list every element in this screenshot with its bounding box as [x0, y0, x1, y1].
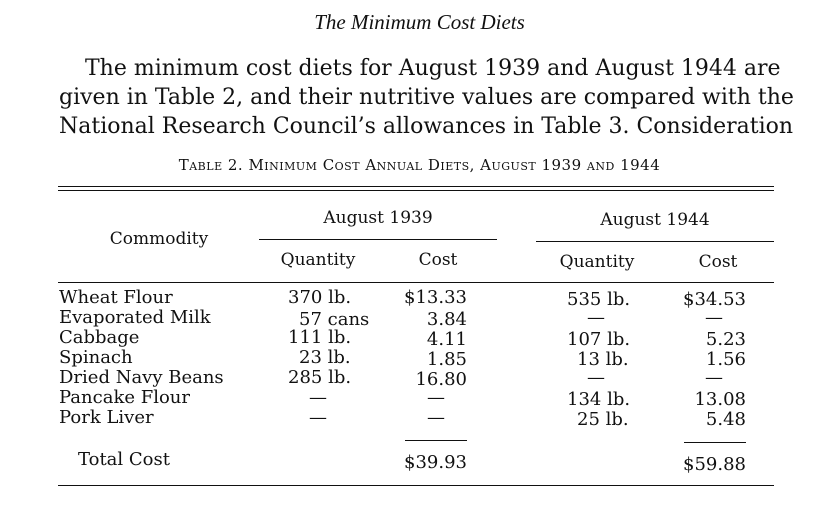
quantity-1939-cell: 285 lb.: [288, 367, 352, 388]
quantity-1944-cell: 107 lb.: [567, 329, 631, 350]
section-heading: The Minimum Cost Diets: [314, 10, 525, 34]
quantity-1939-cell: 370 lb.: [288, 287, 352, 308]
commodity-cell: Dried Navy Beans: [59, 367, 224, 388]
quantity-1944-cell: —: [587, 367, 605, 388]
header-rule: [58, 282, 774, 283]
table-top-rule-1: [58, 186, 774, 187]
table-caption: Table 2. Minimum Cost Annual Diets, Augu…: [178, 156, 661, 174]
cost-1939-cell: —: [427, 387, 445, 408]
cost-1939-cell: $13.33: [404, 287, 467, 308]
group-header-1939: August 1939: [323, 208, 433, 228]
paragraph-line-3: National Research Council’s allowances i…: [59, 114, 794, 139]
total-cost-1944: $59.88: [683, 454, 746, 475]
quantity-header-1939: Quantity: [280, 250, 356, 270]
quantity-1944-cell: 134 lb.: [567, 389, 631, 410]
total-cost-1939: $39.93: [404, 452, 467, 473]
cost-1944-cell: 1.56: [705, 349, 746, 370]
commodity-cell: Wheat Flour: [59, 287, 173, 308]
quantity-1939-cell: 23 lb.: [299, 347, 351, 368]
cost-1944-cell: —: [705, 307, 723, 328]
cost-header-1944: Cost: [698, 252, 738, 272]
cost-1939-cell: 4.11: [426, 329, 467, 350]
table-top-rule-2: [58, 190, 774, 191]
cost-1944-cell: 5.48: [705, 409, 746, 430]
sum-rule-1939: [405, 440, 467, 441]
total-label: Total Cost: [78, 449, 170, 470]
quantity-1944-cell: 13 lb.: [577, 349, 629, 370]
table-bottom-rule: [58, 485, 774, 486]
quantity-header-1944: Quantity: [559, 252, 635, 272]
cost-1939-cell: 16.80: [415, 369, 467, 390]
commodity-cell: Spinach: [59, 347, 133, 368]
quantity-1944-cell: 535 lb.: [567, 289, 631, 310]
paragraph-line-2: given in Table 2, and their nutritive va…: [59, 85, 794, 110]
commodity-cell: Pancake Flour: [59, 387, 191, 408]
sum-rule-1944: [684, 442, 746, 443]
quantity-1939-cell: —: [309, 407, 327, 428]
quantity-1939-cell: —: [309, 387, 327, 408]
quantity-1939-cell: 57 cans: [299, 309, 370, 330]
cost-1939-cell: —: [427, 407, 445, 428]
quantity-1944-cell: 25 lb.: [577, 409, 629, 430]
cost-1944-cell: 13.08: [694, 389, 746, 410]
cost-header-1939: Cost: [418, 250, 458, 270]
group-rule-1939: [259, 239, 497, 240]
cost-1944-cell: 5.23: [705, 329, 746, 350]
commodity-cell: Pork Liver: [59, 407, 154, 428]
cost-1939-cell: 1.85: [426, 349, 467, 370]
cost-1944-cell: $34.53: [683, 289, 746, 310]
group-header-1944: August 1944: [600, 210, 710, 230]
cost-1939-cell: 3.84: [426, 309, 467, 330]
cost-1944-cell: —: [705, 367, 723, 388]
quantity-1944-cell: —: [587, 307, 605, 328]
paragraph-line-1: The minimum cost diets for August 1939 a…: [85, 56, 781, 81]
commodity-cell: Evaporated Milk: [59, 307, 211, 328]
commodity-cell: Cabbage: [59, 327, 140, 348]
commodity-header: Commodity: [109, 229, 209, 249]
group-rule-1944: [536, 241, 774, 242]
quantity-1939-cell: 111 lb.: [288, 327, 352, 348]
